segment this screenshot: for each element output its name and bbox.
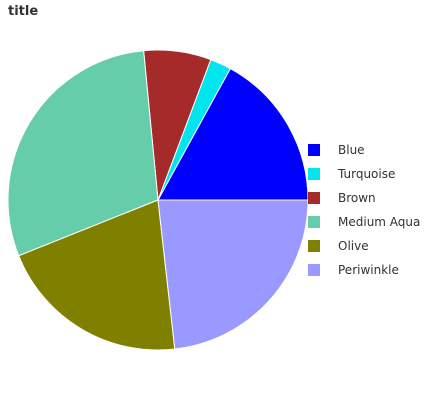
legend-swatch-medium-aqua [308,216,320,228]
legend-swatch-periwinkle [308,264,320,276]
pie-slices [7,49,309,351]
legend-label-periwinkle: Periwinkle [338,263,399,277]
legend-item-brown: Brown [308,186,438,210]
legend-swatch-brown [308,192,320,204]
legend-item-turquoise: Turquoise [308,162,438,186]
legend-label-brown: Brown [338,191,376,205]
legend-label-medium-aqua: Medium Aqua [338,215,421,229]
legend-item-periwinkle: Periwinkle [308,258,438,282]
legend-item-olive: Olive [308,234,438,258]
chart-title: title [8,4,39,19]
legend-item-blue: Blue [308,138,438,162]
legend-swatch-olive [308,240,320,252]
pie-slice-olive [18,199,176,351]
legend: Blue Turquoise Brown Medium Aqua Olive P… [308,138,438,282]
pie-slice-medium-aqua [7,50,159,257]
legend-swatch-turquoise [308,168,320,180]
pie-slice-periwinkle [157,199,309,350]
pie-slice-blue [157,67,309,201]
legend-item-medium-aqua: Medium Aqua [308,210,438,234]
legend-label-blue: Blue [338,143,365,157]
legend-swatch-blue [308,144,320,156]
legend-label-turquoise: Turquoise [338,167,396,181]
legend-label-olive: Olive [338,239,369,253]
